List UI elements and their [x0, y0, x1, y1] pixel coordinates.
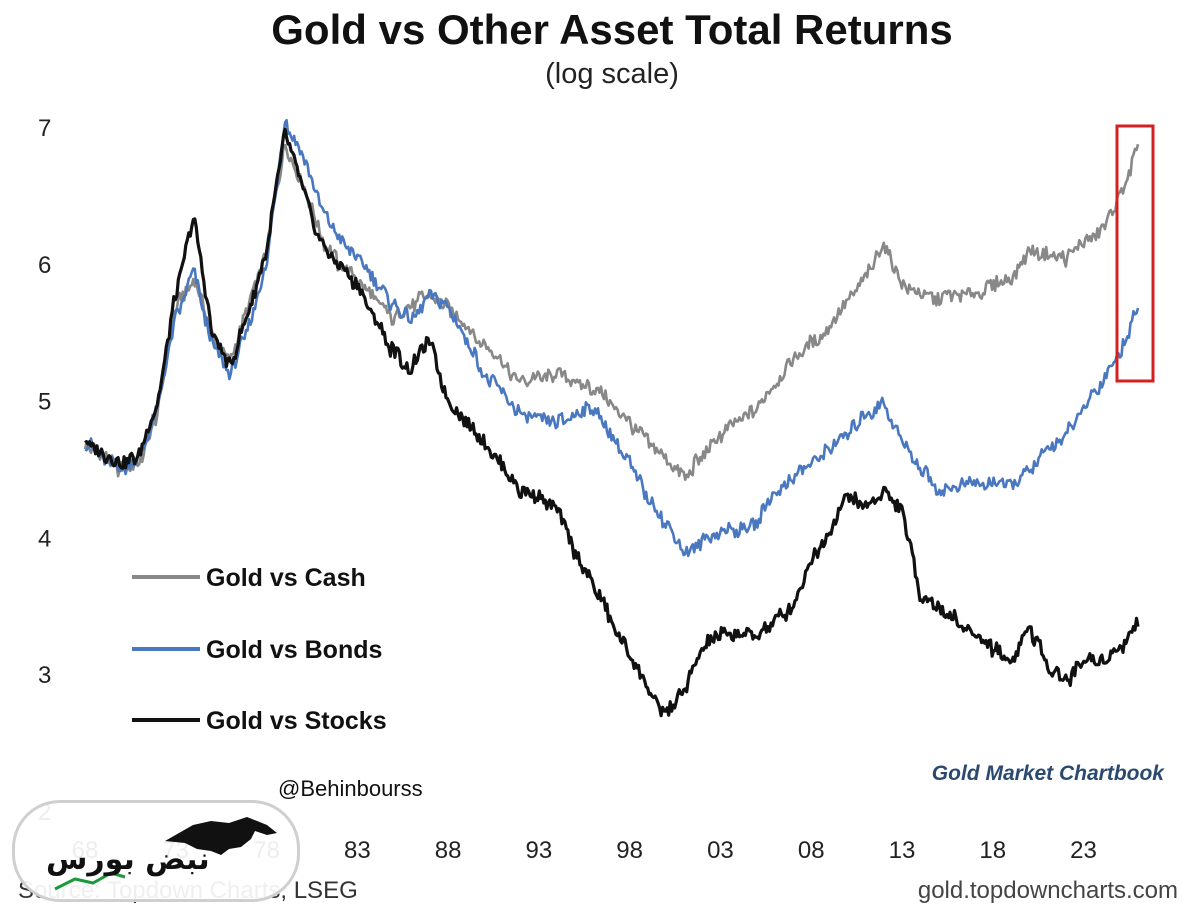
bull-icon	[54, 817, 277, 891]
series-lines	[83, 118, 1140, 718]
y-tick-label: 5	[38, 389, 51, 416]
series-line-gold-vs-stocks	[84, 127, 1140, 718]
x-tick-label: 03	[707, 837, 734, 864]
x-tick-label: 83	[344, 837, 371, 864]
legend-label: Gold vs Cash	[206, 564, 366, 592]
chart-title: Gold vs Other Asset Total Returns	[271, 6, 953, 53]
watermark-text: نبض بورس	[46, 842, 210, 877]
source-site: gold.topdowncharts.com	[917, 877, 1178, 904]
x-tick-label: 18	[979, 837, 1006, 864]
chart-subtitle: (log scale)	[545, 58, 679, 90]
series-line-gold-vs-cash	[83, 143, 1140, 481]
y-tick-label: 4	[38, 525, 51, 552]
y-axis-ticks: 765432	[38, 115, 51, 826]
watermark-logo	[12, 800, 300, 902]
x-tick-label: 23	[1070, 837, 1097, 864]
series-line-gold-vs-bonds	[84, 118, 1140, 558]
x-tick-label: 88	[435, 837, 462, 864]
y-tick-label: 7	[38, 115, 51, 142]
legend-label: Gold vs Bonds	[206, 636, 382, 664]
x-tick-label: 98	[616, 837, 643, 864]
legend: Gold vs Cash Gold vs Bonds Gold vs Stocks	[132, 564, 387, 735]
y-tick-label: 3	[38, 662, 51, 689]
x-tick-label: 13	[889, 837, 916, 864]
annotation-handle: @Behinbourss	[278, 776, 423, 801]
annotation-chartbook: Gold Market Chartbook	[931, 762, 1164, 785]
legend-label: Gold vs Stocks	[206, 707, 387, 735]
x-tick-label: 93	[526, 837, 553, 864]
y-tick-label: 6	[38, 252, 51, 279]
x-tick-label: 08	[798, 837, 825, 864]
highlight-box	[1115, 124, 1155, 383]
